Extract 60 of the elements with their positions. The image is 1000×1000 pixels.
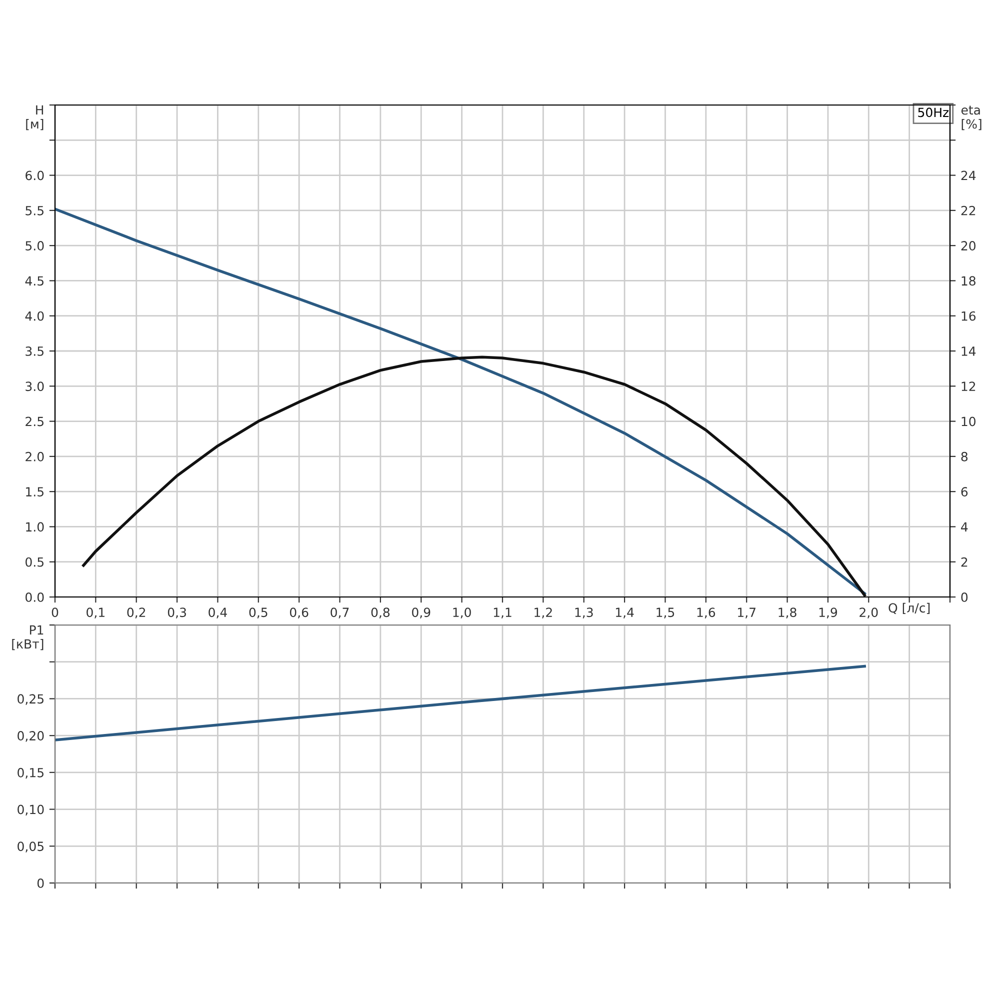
y2-tick-label: 12 — [962, 382, 976, 391]
y-tick-label: 0 — [37, 878, 44, 888]
x-tick-label: 0,4 — [208, 608, 227, 618]
y2-tick-label: 24 — [961, 170, 976, 180]
y2-tick-label: 16 — [962, 311, 976, 321]
y-tick-label: 0,15 — [18, 768, 44, 779]
y2-tick-label: 22 — [961, 206, 976, 216]
y2-tick-label: 8 — [961, 452, 968, 462]
y-tick-label: 1.0 — [26, 522, 44, 532]
y2-tick-label: 2 — [961, 557, 968, 567]
x-tick-label: 0,2 — [127, 608, 146, 618]
y2-axis-title: eta [%] — [961, 106, 982, 130]
x-tick-label: 0,7 — [330, 608, 349, 618]
x-tick-label: 1,7 — [738, 608, 756, 618]
y-tick-label: 5.5 — [26, 206, 44, 216]
x-tick-label: 0,5 — [249, 608, 268, 618]
y-tick-label: 3.5 — [26, 346, 44, 356]
x-tick-label: 2,0 — [860, 608, 878, 618]
x-tick-label: 1,0 — [453, 608, 471, 618]
y-tick-label: 5.0 — [26, 241, 44, 250]
y-tick-label: 2.5 — [26, 416, 44, 426]
y2-tick-label: 0 — [961, 592, 968, 602]
y-tick-label: 1.5 — [26, 487, 44, 496]
y-tick-label: 4.5 — [25, 276, 44, 286]
y-tick-label: 6.0 — [26, 170, 44, 180]
x-tick-label: 0,9 — [412, 608, 430, 618]
y-tick-label: 0,10 — [18, 804, 44, 816]
y-tick-label: 0.5 — [26, 557, 44, 567]
y-tick-label: 0,20 — [18, 731, 44, 742]
y2-tick-label: 20 — [961, 241, 976, 250]
x-axis-title: Q [л/с] — [888, 602, 930, 614]
y-tick-label: 2.0 — [26, 452, 44, 462]
x-tick-label: 1,6 — [697, 608, 716, 618]
x-tick-label: 0,3 — [168, 608, 186, 618]
y-tick-label: 3.0 — [26, 382, 44, 392]
y-tick-label: 0.0 — [26, 592, 44, 602]
y2-tick-label: 6 — [961, 487, 968, 496]
y-axis-title: P1 [кВт] — [12, 625, 44, 650]
y-tick-label: 0,25 — [18, 694, 44, 705]
x-tick-label: 1,5 — [656, 608, 674, 618]
y2-tick-label: 18 — [962, 276, 976, 286]
y2-tick-label: 14 — [962, 346, 976, 356]
x-tick-label: 1,2 — [534, 608, 552, 618]
line-series — [55, 208, 866, 595]
x-tick-label: 0,8 — [371, 608, 390, 618]
x-tick-label: 0,1 — [86, 608, 104, 618]
x-tick-label: 1,1 — [494, 608, 512, 618]
x-tick-label: 1,9 — [819, 608, 838, 618]
y2-tick-label: 4 — [961, 522, 968, 532]
y2-tick-label: 10 — [962, 416, 976, 426]
y-tick-label: 4.0 — [25, 311, 44, 321]
x-tick-label: 0,6 — [290, 608, 308, 618]
annotation: 50Hz — [918, 108, 949, 118]
x-tick-label: 1,3 — [575, 608, 593, 618]
x-tick-label: 1,8 — [778, 608, 796, 618]
line-series — [82, 356, 866, 597]
y-axis-title: H [м] — [26, 105, 44, 130]
y-tick-label: 0,05 — [18, 842, 44, 852]
x-tick-label: 0 — [52, 608, 58, 618]
x-tick-label: 1,4 — [616, 608, 634, 618]
